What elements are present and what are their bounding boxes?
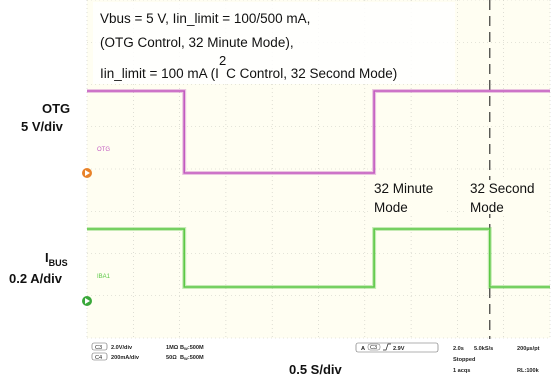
- ch4-bw-sub: W: [184, 356, 188, 361]
- ch3-bw-sub: W: [184, 346, 188, 351]
- annotation-line-1: Vbus = 5 V, Iin_limit = 100/500 mA,: [100, 11, 310, 26]
- ibus-channel-name: I: [45, 250, 49, 265]
- ibus-trace: [87, 228, 550, 288]
- ibus-trace-tag: IBA1: [97, 274, 111, 280]
- status-bar: [87, 339, 550, 381]
- mode-label-bg-left: [369, 180, 447, 214]
- points-interval: 200µs/pt: [517, 346, 540, 352]
- acq-count: 1 acqs: [453, 368, 470, 374]
- timebase: 2.0s: [453, 346, 464, 352]
- sample-rate: 5.0kS/s: [474, 346, 493, 352]
- svg-text:BW:500M: BW:500M: [180, 355, 204, 361]
- trace-layer: [87, 89, 550, 289]
- trigger-a: A: [361, 346, 365, 352]
- svg-text:IBUS: IBUS: [45, 250, 68, 268]
- ibus-channel-marker: [82, 296, 92, 306]
- annotation-line-2: (OTG Control, 32 Minute Mode),: [100, 35, 294, 50]
- ch4-status: C4 200mA/div 50Ω BW:500M: [91, 352, 204, 361]
- mode-label-minute-2: Mode: [374, 200, 408, 215]
- annotation-line-3: Iin_limit = 100 mA (I: [100, 66, 219, 81]
- ch3-bw: B: [180, 345, 184, 351]
- x-scale-label: 0.5 S/div: [289, 362, 343, 377]
- ch4-scale: 200mA/div: [111, 355, 140, 361]
- mode-label-second-2: Mode: [470, 200, 504, 215]
- record-length: RL:100k: [517, 368, 540, 374]
- acq-state: Stopped: [453, 357, 476, 363]
- mode-label-minute-1: 32 Minute: [374, 181, 433, 196]
- otg-trace-tag: OTG: [97, 147, 110, 153]
- svg-text:Iin_limit = 100 mA (I2C Contro: Iin_limit = 100 mA (I2C Control, 32 Seco…: [100, 53, 397, 81]
- annotation-box: [93, 2, 455, 84]
- annotation-superscript: 2: [219, 53, 226, 68]
- svg-text:BW:500M: BW:500M: [180, 345, 204, 351]
- ch4-bw: B: [180, 355, 184, 361]
- otg-scale-label: 5 V/div: [21, 119, 64, 134]
- rising-edge-icon: [383, 343, 391, 351]
- otg-trace: [87, 90, 550, 174]
- mode-label-bg-right: [466, 180, 546, 214]
- annotation-line-3-tail: C Control, 32 Second Mode): [226, 66, 397, 81]
- acquisition-readout: 2.0s 5.0kS/s 200µs/pt Stopped 1 acqs RL:…: [453, 346, 540, 374]
- ibus-scale-label: 0.2 A/div: [9, 271, 63, 286]
- ibus-channel-sub: BUS: [49, 258, 68, 268]
- ch4-impedance: 50Ω: [166, 355, 177, 361]
- ch4-bw-value: :500M: [188, 355, 204, 361]
- ch3-box-label: C3: [95, 345, 102, 351]
- ch3-status: C3 2.0V/div 1MΩ BW:500M: [91, 342, 204, 351]
- otg-channel-marker: [82, 168, 92, 178]
- trigger-level: 2.9V: [393, 346, 405, 352]
- otg-channel-name: OTG: [42, 101, 70, 116]
- trigger-channel: C3: [370, 345, 377, 351]
- ch3-bw-value: :500M: [188, 345, 204, 351]
- ch4-box-label: C4: [95, 355, 102, 361]
- trigger-readout: A C3 2.9V: [355, 342, 439, 353]
- mode-label-second-1: 32 Second: [470, 181, 535, 196]
- ch3-scale: 2.0V/div: [111, 345, 133, 351]
- ch3-impedance: 1MΩ: [166, 345, 179, 351]
